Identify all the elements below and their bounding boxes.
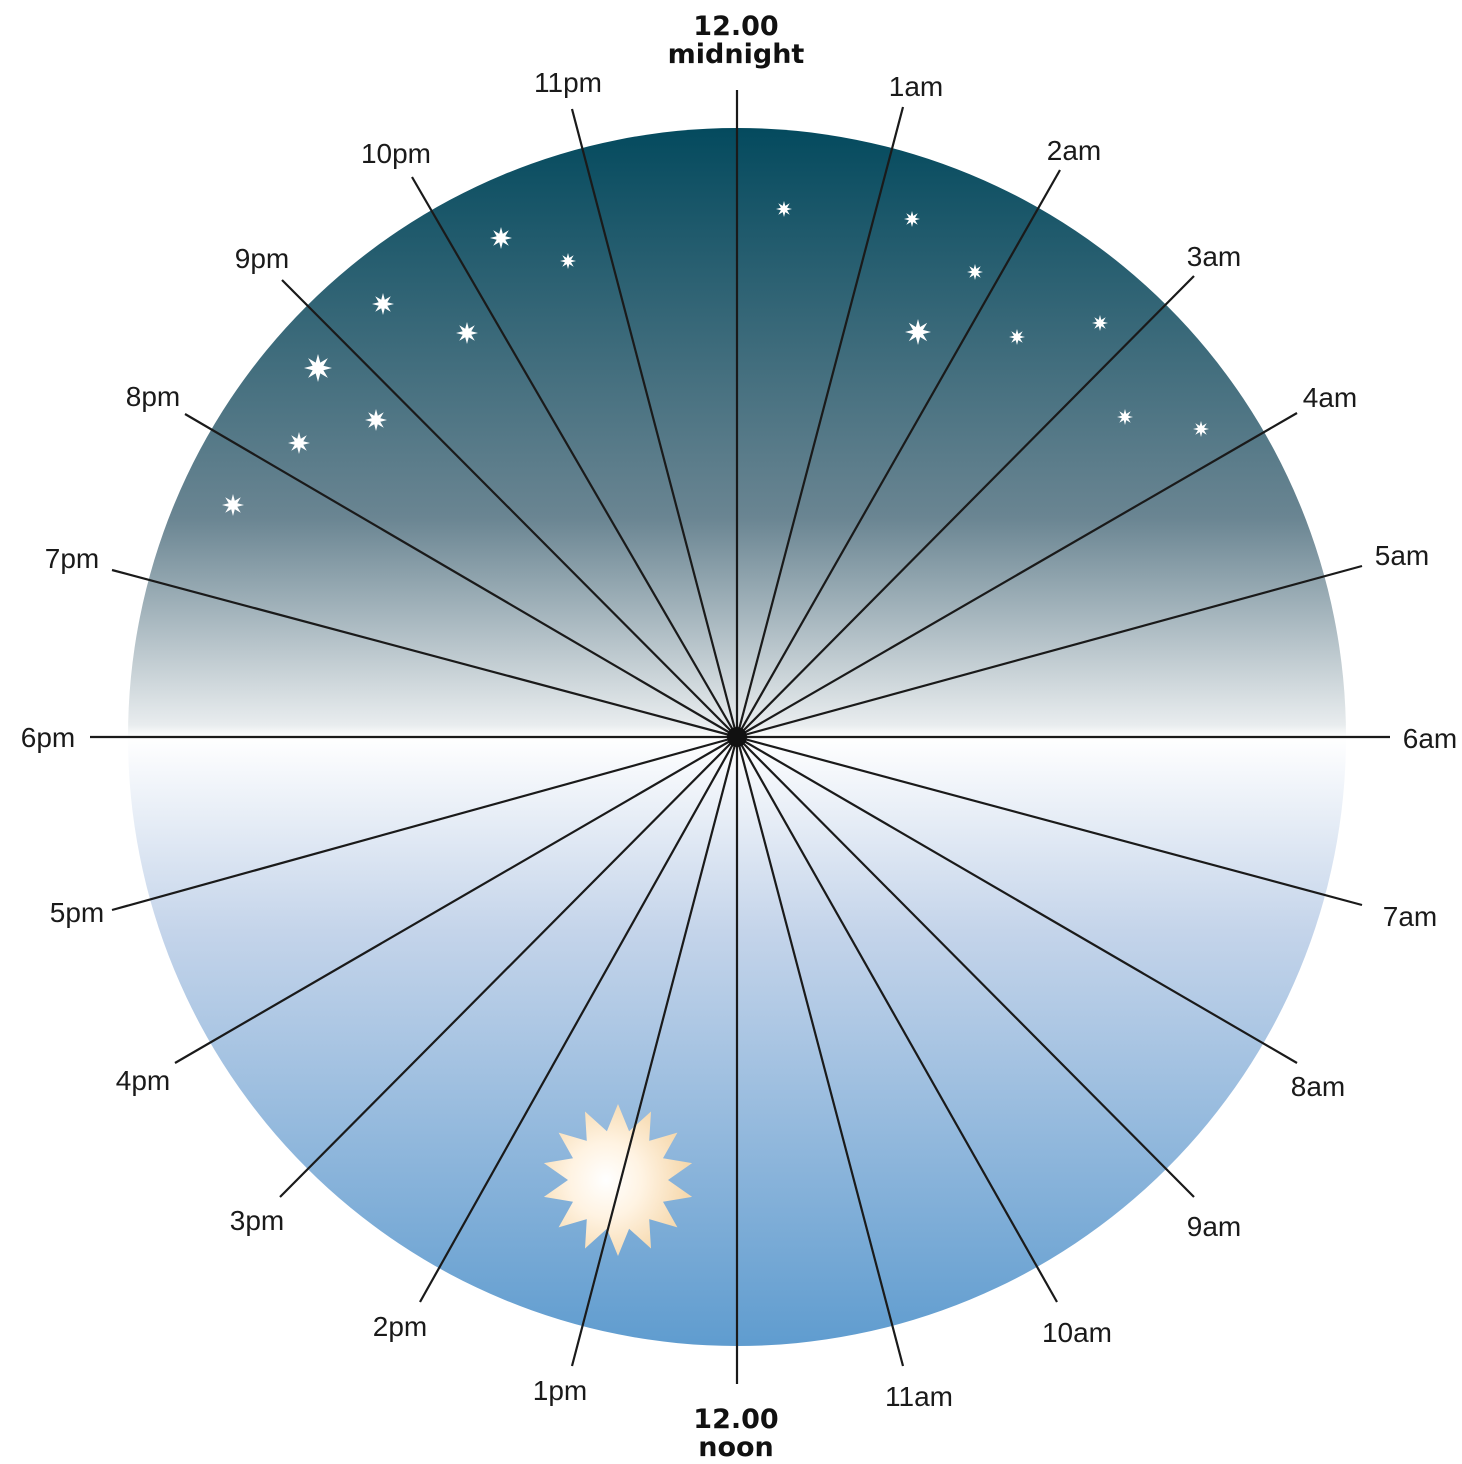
spoke-2pm (419, 736, 738, 1303)
star-icon (304, 354, 332, 382)
star-icon (967, 264, 983, 280)
hour-label-4pm: 4pm (116, 1065, 170, 1096)
hour-label-10pm: 10pm (361, 138, 431, 169)
hour-label-10am: 10am (1042, 1317, 1112, 1348)
star-icon (456, 322, 478, 344)
center-hub (727, 727, 747, 747)
hour-label-6am: 6am (1403, 723, 1457, 754)
hour-label-11pm: 11pm (534, 67, 602, 98)
hour-label-7pm: 7pm (45, 543, 99, 574)
hour-label-5am: 5am (1375, 540, 1429, 571)
hour-labels: 1am 2am 3am 4am 5am 6am 7am 8am 9am 10am 11am 1pm 2p… (21, 67, 1457, 1412)
spoke-10pm (411, 176, 738, 738)
noon-time-label: 12.00 (693, 1404, 778, 1435)
star-icon (1009, 329, 1025, 345)
star-icon (222, 494, 244, 516)
hour-label-4am: 4am (1303, 382, 1357, 413)
star-icon (372, 293, 394, 315)
star-icon (776, 201, 792, 217)
spoke-9pm (281, 279, 738, 738)
hour-label-1pm: 1pm (533, 1375, 587, 1406)
star-icon (905, 319, 931, 345)
spoke-8am (736, 736, 1298, 1064)
star-icon (560, 253, 576, 269)
spoke-1am (735, 106, 905, 738)
spoke-4am (736, 412, 1298, 738)
spoke-5am (736, 564, 1363, 739)
spoke-5pm (111, 735, 738, 912)
star-icon (904, 211, 920, 227)
spoke-8pm (184, 413, 738, 738)
hour-label-8am: 8am (1291, 1071, 1345, 1102)
spoke-11pm (570, 108, 739, 738)
hour-label-11am: 11am (885, 1381, 953, 1412)
star-icon (288, 432, 310, 454)
spoke-4pm (174, 736, 738, 1064)
star-icon (1117, 409, 1133, 425)
spoke-9am (736, 736, 1195, 1198)
spoke-11am (735, 736, 905, 1367)
hour-label-9pm: 9pm (235, 243, 289, 274)
midnight-time-label: 12.00 (693, 11, 778, 42)
hour-label-6pm: 6pm (21, 722, 75, 753)
hour-label-8pm: 8pm (126, 381, 180, 412)
stars-group (222, 201, 1209, 516)
hour-label-2am: 2am (1047, 135, 1101, 166)
spoke-7pm (111, 568, 738, 739)
spoke-7am (736, 735, 1363, 907)
star-icon (1193, 421, 1209, 437)
hour-label-3am: 3am (1187, 241, 1241, 272)
star-icon (490, 227, 512, 249)
spoke-2am (736, 169, 1061, 738)
spoke-3pm (279, 736, 738, 1198)
spoke-10am (736, 736, 1058, 1303)
hour-label-1am: 1am (889, 71, 943, 102)
star-icon (365, 409, 387, 431)
hour-spokes (90, 90, 1390, 1384)
spoke-1pm (570, 736, 739, 1367)
hour-label-7am: 7am (1383, 901, 1437, 932)
spoke-3am (736, 275, 1195, 738)
midnight-word-label: midnight (668, 39, 805, 70)
hour-label-3pm: 3pm (230, 1205, 284, 1236)
noon-word-label: noon (698, 1432, 774, 1463)
hour-label-9am: 9am (1187, 1211, 1241, 1242)
hour-label-2pm: 2pm (373, 1311, 427, 1342)
sun-shape (543, 1104, 693, 1256)
hour-label-5pm: 5pm (50, 897, 104, 928)
sun-icon (543, 1104, 693, 1256)
star-icon (1092, 315, 1108, 331)
